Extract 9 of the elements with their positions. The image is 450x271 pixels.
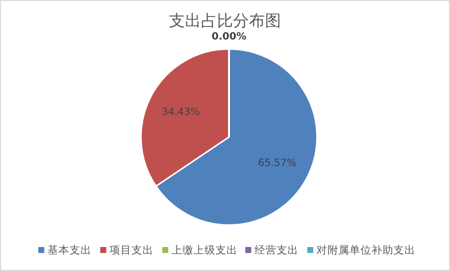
chart-title: 支出占比分布图: [169, 11, 281, 30]
data-label: 65.57%: [258, 158, 296, 170]
legend-label: 项目支出: [109, 244, 154, 257]
data-label: 34.43%: [162, 106, 200, 118]
legend-label: 上缴上级支出: [171, 244, 238, 257]
legend-label: 对附属单位补助支出: [316, 244, 416, 257]
text: 0.00%: [212, 32, 246, 42]
legend-label: 经营支出: [254, 244, 298, 257]
legend-label: 基本支出: [47, 244, 92, 257]
